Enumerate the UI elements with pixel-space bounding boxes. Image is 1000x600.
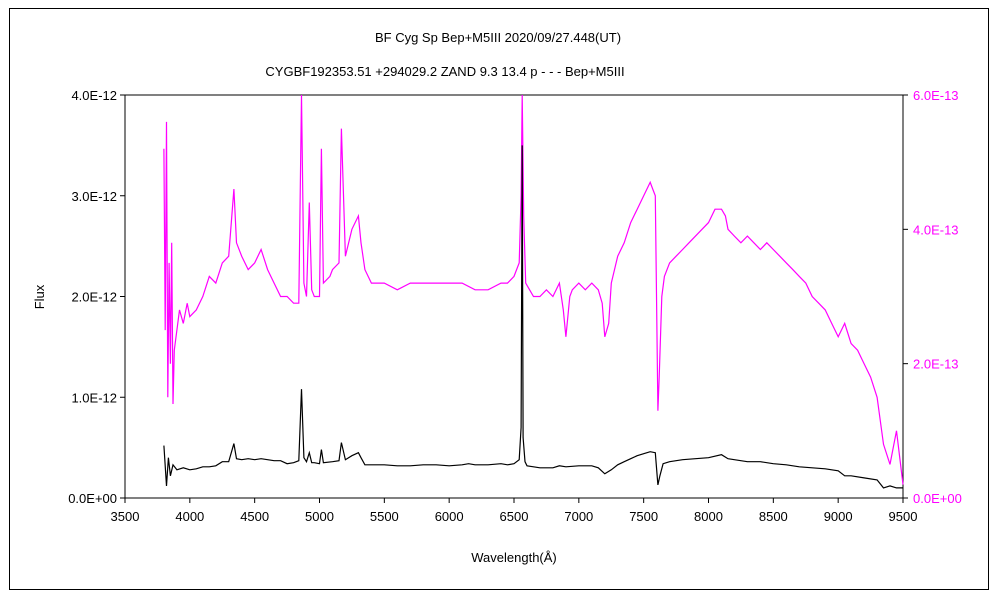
series-line-black [163, 145, 903, 489]
y-left-tick-label: 2.0E-12 [71, 290, 117, 305]
x-tick-label: 9000 [824, 509, 853, 524]
x-tick-label: 4500 [240, 509, 269, 524]
y-left-tick-label: 1.0E-12 [71, 390, 117, 405]
chart-subtitle: CYGBF192353.51 +294029.2 ZAND 9.3 13.4 p… [265, 64, 624, 79]
x-tick-label: 6500 [500, 509, 529, 524]
series-line-magenta [163, 94, 904, 485]
x-tick-label: 7500 [629, 509, 658, 524]
y-right-tick-label: 6.0E-13 [913, 88, 959, 103]
x-tick-label: 4000 [175, 509, 204, 524]
y-left-tick-label: 0.0E+00 [68, 491, 117, 506]
plot-area [124, 94, 904, 499]
x-tick-label: 8000 [694, 509, 723, 524]
x-tick-label: 5000 [305, 509, 334, 524]
y-axis-label: Flux [32, 284, 47, 309]
x-tick-label: 7000 [564, 509, 593, 524]
x-axis-label: Wavelength(Å) [471, 550, 557, 565]
x-tick-label: 6000 [435, 509, 464, 524]
chart-frame [9, 8, 989, 590]
x-tick-label: 9500 [889, 509, 918, 524]
y-right-tick-label: 0.0E+00 [913, 491, 962, 506]
y-left-tick-label: 3.0E-12 [71, 189, 117, 204]
y-right-tick-label: 2.0E-13 [913, 357, 959, 372]
x-tick-label: 5500 [370, 509, 399, 524]
x-tick-label: 8500 [759, 509, 788, 524]
chart-title: BF Cyg Sp Bep+M5III 2020/09/27.448(UT) [375, 30, 621, 45]
y-right-tick-label: 4.0E-13 [913, 222, 959, 237]
x-tick-label: 3500 [111, 509, 140, 524]
y-left-tick-label: 4.0E-12 [71, 88, 117, 103]
